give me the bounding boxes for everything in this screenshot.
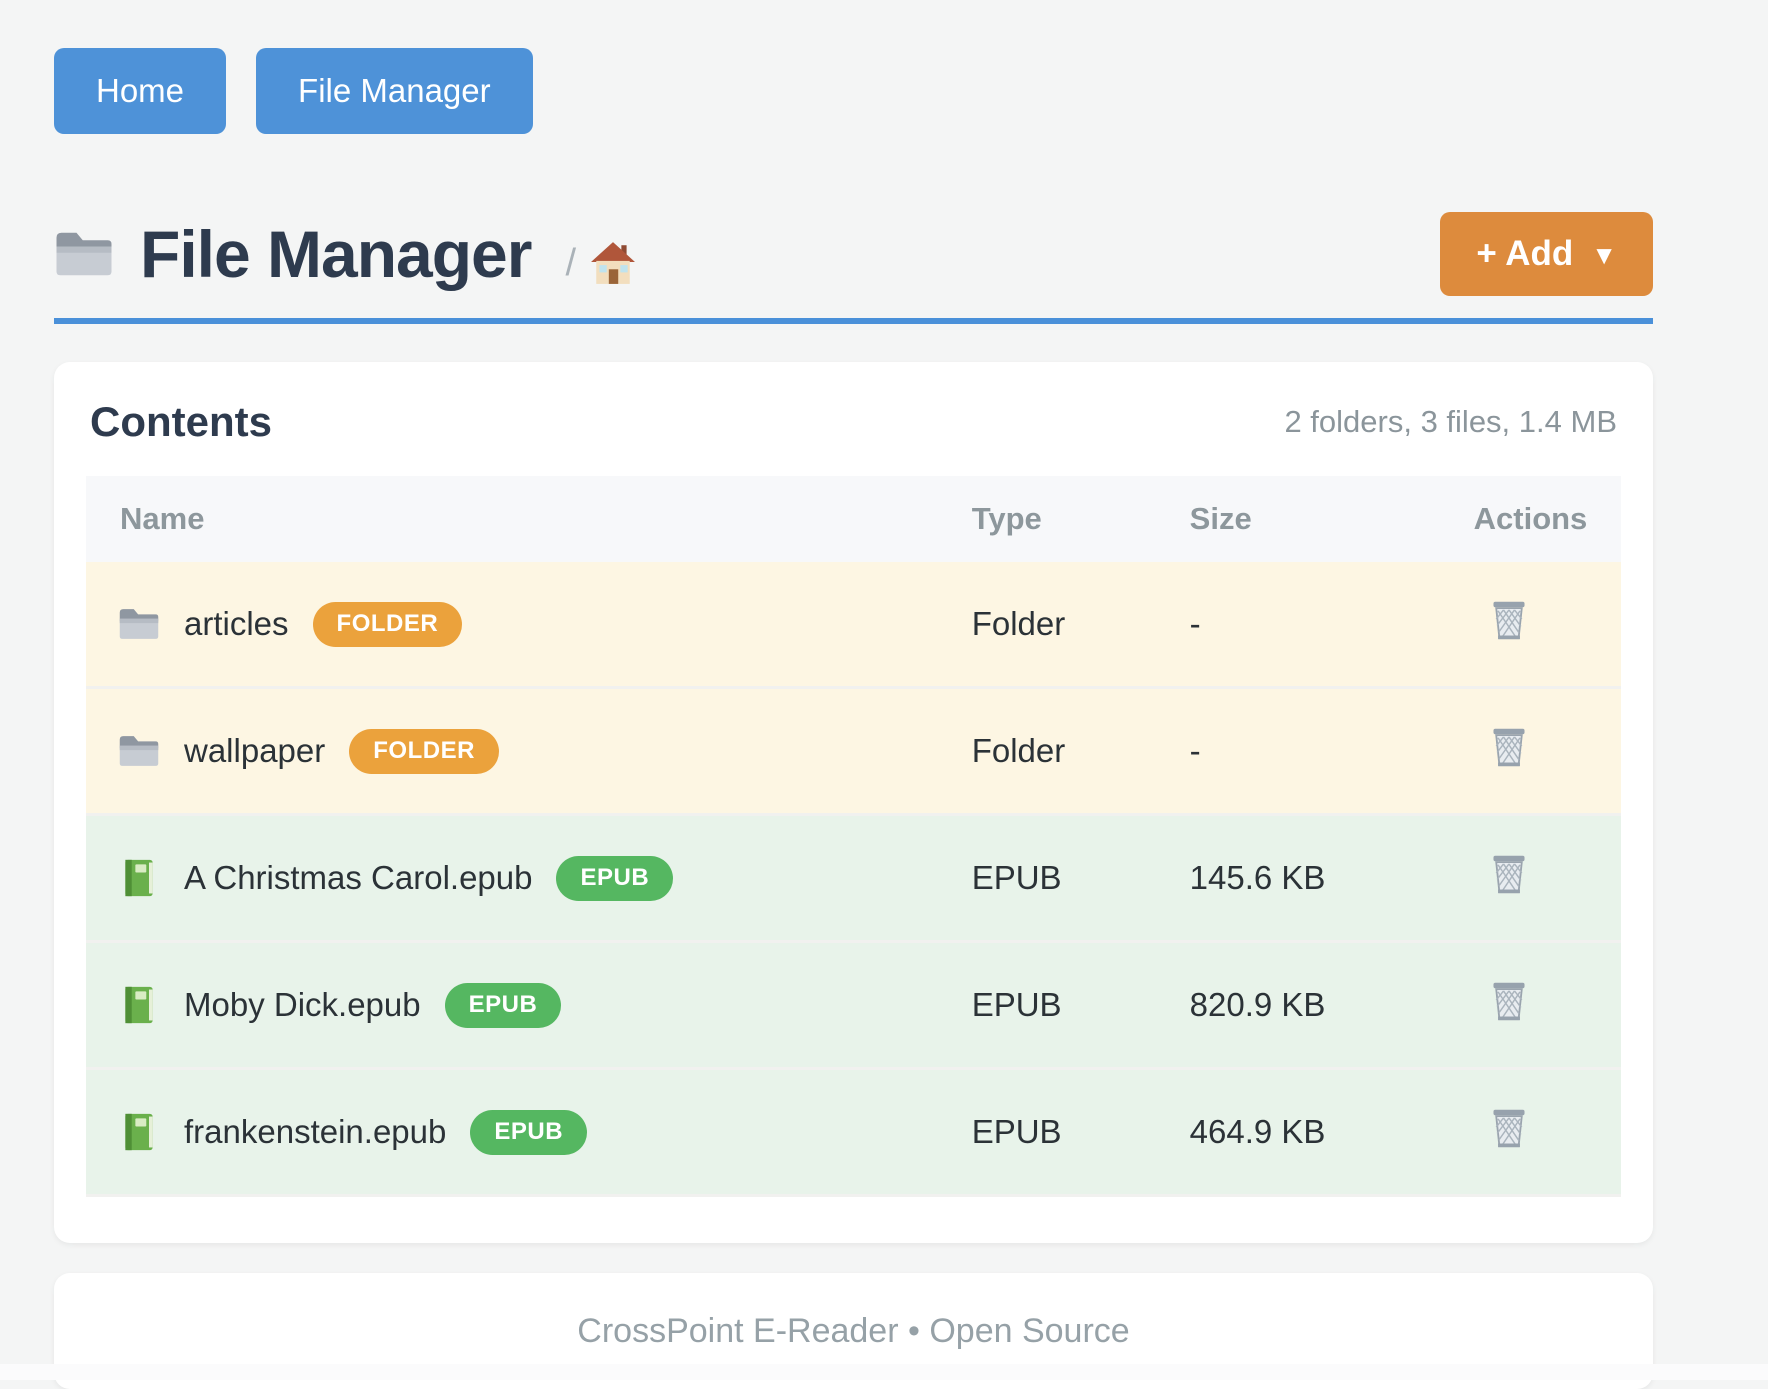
caret-down-icon: ▼ [1591, 239, 1617, 270]
table-row: articles FOLDER Folder - [86, 562, 1621, 689]
page-header: File Manager / + Add ▼ [54, 212, 1653, 296]
contents-panel: Contents 2 folders, 3 files, 1.4 MB Name… [54, 362, 1653, 1243]
type-badge: FOLDER [349, 728, 499, 774]
column-header-type: Type [971, 476, 1190, 562]
table-row: Moby Dick.epub EPUB EPUB 820.9 KB [86, 941, 1621, 1070]
folder-icon [54, 228, 114, 280]
type-cell: Folder [971, 562, 1190, 689]
trash-icon [1490, 599, 1528, 641]
files-table: Name Type Size Actions articles FOLDER F… [86, 476, 1621, 1197]
delete-button[interactable] [1490, 980, 1528, 1022]
table-body: articles FOLDER Folder - [86, 562, 1621, 1197]
item-name-link[interactable]: wallpaper [184, 732, 326, 769]
contents-panel-header: Contents 2 folders, 3 files, 1.4 MB [86, 396, 1621, 446]
item-name-link[interactable]: articles [184, 605, 289, 642]
size-cell: 145.6 KB [1189, 814, 1474, 943]
trash-icon [1490, 726, 1528, 768]
add-button-label: + Add [1476, 234, 1574, 273]
type-cell: EPUB [971, 1068, 1190, 1197]
trash-icon [1490, 1107, 1528, 1149]
delete-button[interactable] [1490, 726, 1528, 768]
breadcrumb: / [565, 241, 636, 287]
panel-title: Contents [90, 398, 272, 445]
type-badge: EPUB [470, 1109, 588, 1155]
page-title: File Manager [140, 217, 532, 291]
contents-summary: 2 folders, 3 files, 1.4 MB [1284, 404, 1617, 439]
type-cell: Folder [971, 687, 1190, 816]
item-name-link[interactable]: Moby Dick.epub [184, 986, 421, 1023]
book-icon [118, 985, 160, 1025]
book-icon [118, 858, 160, 898]
type-badge: FOLDER [312, 601, 463, 647]
footer-text: CrossPoint E-Reader • Open Source [577, 1311, 1130, 1350]
title-wrap: File Manager / [54, 221, 636, 287]
trash-icon [1490, 853, 1528, 895]
table-row: wallpaper FOLDER Folder - [86, 687, 1621, 816]
folder-icon [118, 731, 160, 771]
size-cell: 820.9 KB [1189, 941, 1474, 1070]
table-row: frankenstein.epub EPUB EPUB 464.9 KB [86, 1068, 1621, 1197]
table-row: A Christmas Carol.epub EPUB EPUB 145.6 K… [86, 814, 1621, 943]
trash-icon [1490, 980, 1528, 1022]
house-icon[interactable] [590, 241, 636, 285]
type-cell: EPUB [971, 941, 1190, 1070]
column-header-actions: Actions [1473, 476, 1621, 562]
delete-button[interactable] [1490, 599, 1528, 641]
table-header-row: Name Type Size Actions [86, 476, 1621, 562]
size-cell: 464.9 KB [1189, 1068, 1474, 1197]
type-badge: EPUB [444, 982, 562, 1028]
item-name-link[interactable]: frankenstein.epub [184, 1113, 447, 1150]
delete-button[interactable] [1490, 853, 1528, 895]
home-button[interactable]: Home [54, 48, 227, 134]
column-header-size: Size [1189, 476, 1474, 562]
add-button[interactable]: + Add ▼ [1440, 212, 1653, 296]
top-nav: Home File Manager [54, 48, 1653, 134]
file-manager-button[interactable]: File Manager [256, 48, 533, 134]
viewport-bottom-cutoff [0, 1364, 1768, 1380]
book-icon [118, 1112, 160, 1152]
type-badge: EPUB [556, 855, 674, 901]
type-cell: EPUB [971, 814, 1190, 943]
size-cell: - [1189, 562, 1474, 689]
header-divider [54, 318, 1653, 324]
folder-icon [118, 604, 160, 644]
column-header-name: Name [86, 476, 972, 562]
breadcrumb-separator: / [565, 241, 577, 284]
delete-button[interactable] [1490, 1107, 1528, 1149]
item-name-link[interactable]: A Christmas Carol.epub [184, 859, 533, 896]
size-cell: - [1189, 687, 1474, 816]
